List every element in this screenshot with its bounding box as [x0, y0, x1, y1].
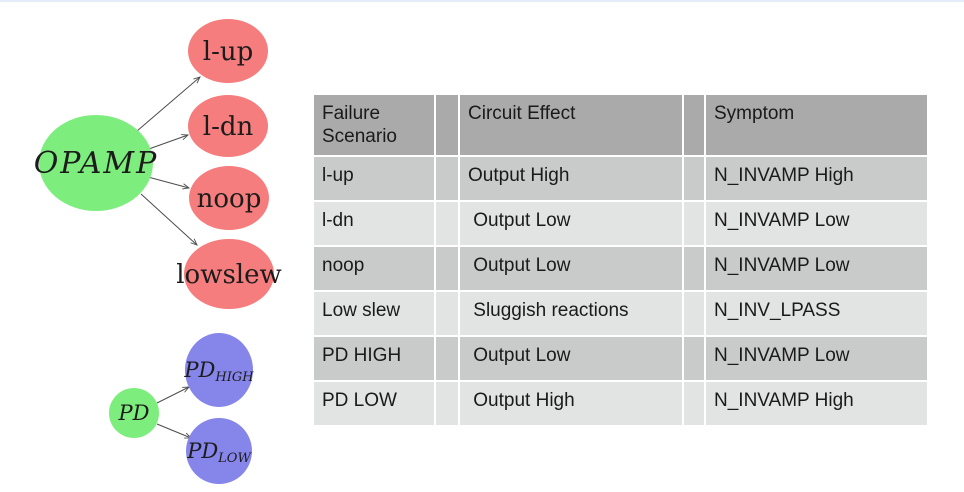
- node-l-up-label: l-up: [203, 37, 254, 67]
- table-cell: N_INVAMP High: [704, 380, 929, 427]
- node-pd-high-label: PDHIGH: [183, 358, 254, 385]
- arrow-pd-low: [156, 423, 193, 439]
- table-cell: Sluggish reactions: [458, 290, 684, 337]
- table-cell: N_INVAMP Low: [704, 200, 929, 247]
- node-pd-low-label: PDLOW: [186, 439, 252, 466]
- table-cell: Output High: [458, 380, 684, 427]
- table-row: PD HIGH Output Low N_INVAMP Low: [312, 335, 929, 382]
- spacer-cell: [682, 335, 706, 382]
- table-cell: Output Low: [458, 335, 684, 382]
- node-lowslew-label: lowslew: [176, 260, 282, 290]
- top-edge-highlight: [0, 0, 964, 2]
- arrow-opamp-noop: [147, 176, 191, 190]
- spacer-cell: [682, 380, 706, 427]
- table-cell: Output High: [458, 155, 684, 202]
- node-pd: PD: [109, 388, 159, 438]
- spacer-cell: [434, 245, 460, 292]
- spacer-cell: [434, 200, 460, 247]
- spacer-cell: [682, 155, 706, 202]
- table-header-row: Failure Scenario Circuit Effect Symptom: [312, 93, 929, 157]
- spacer-cell: [682, 290, 706, 337]
- arrow-pd-high: [156, 386, 191, 404]
- spacer-cell: [682, 93, 706, 157]
- spacer-cell: [434, 290, 460, 337]
- spacer-cell: [434, 93, 460, 157]
- opamp-arrows: [136, 76, 201, 246]
- node-pd-label: PD: [118, 401, 150, 425]
- node-lowslew: lowslew: [176, 239, 282, 309]
- header-failure-scenario: Failure Scenario: [312, 93, 436, 157]
- table-cell: l-up: [312, 155, 436, 202]
- table-cell: N_INVAMP High: [704, 155, 929, 202]
- table-cell: Output Low: [458, 200, 684, 247]
- pd-arrows: [156, 386, 193, 439]
- spacer-cell: [682, 200, 706, 247]
- table-cell: N_INV_LPASS: [704, 290, 929, 337]
- table-cell: PD HIGH: [312, 335, 436, 382]
- table-cell: noop: [312, 245, 436, 292]
- failure-symptom-table: Failure Scenario Circuit Effect Symptom …: [312, 93, 929, 427]
- table-cell: l-dn: [312, 200, 436, 247]
- table-cell: Low slew: [312, 290, 436, 337]
- table-row: l-up Output High N_INVAMP High: [312, 155, 929, 202]
- node-noop-label: noop: [197, 184, 262, 214]
- spacer-cell: [434, 380, 460, 427]
- arrow-opamp-ldn: [145, 134, 190, 151]
- arrow-opamp-lowslew: [140, 193, 198, 246]
- node-l-up: l-up: [188, 19, 268, 83]
- node-pd-low: PDLOW: [186, 418, 252, 484]
- pd-low-sub: LOW: [217, 451, 252, 466]
- spacer-cell: [434, 335, 460, 382]
- table-cell: Output Low: [458, 245, 684, 292]
- node-l-dn-label: l-dn: [203, 112, 254, 142]
- table-cell: PD LOW: [312, 380, 436, 427]
- pd-high-sub: HIGH: [214, 370, 254, 385]
- node-pd-high: PDHIGH: [183, 333, 254, 407]
- spacer-cell: [682, 245, 706, 292]
- fault-tree-diagram: OPAMP l-up l-dn noop lowslew PD PDHIGH: [34, 19, 282, 484]
- table-row: noop Output Low N_INVAMP Low: [312, 245, 929, 292]
- pd-low-base: PD: [186, 439, 218, 463]
- spacer-cell: [434, 155, 460, 202]
- header-circuit-effect: Circuit Effect: [458, 93, 684, 157]
- node-l-dn: l-dn: [188, 95, 268, 157]
- header-symptom: Symptom: [704, 93, 929, 157]
- table-cell: N_INVAMP Low: [704, 245, 929, 292]
- node-opamp: OPAMP: [34, 115, 159, 211]
- table-row: l-dn Output Low N_INVAMP Low: [312, 200, 929, 247]
- table-cell: N_INVAMP Low: [704, 335, 929, 382]
- node-opamp-label: OPAMP: [34, 146, 159, 181]
- table-row: PD LOW Output High N_INVAMP High: [312, 380, 929, 427]
- arrow-opamp-lup: [136, 76, 201, 132]
- pd-high-base: PD: [183, 358, 215, 382]
- table-row: Low slew Sluggish reactions N_INV_LPASS: [312, 290, 929, 337]
- node-noop: noop: [189, 166, 269, 230]
